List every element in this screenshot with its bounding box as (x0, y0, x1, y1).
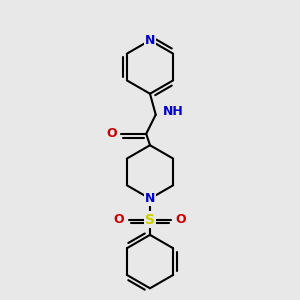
Text: S: S (145, 213, 155, 226)
Text: O: O (176, 213, 186, 226)
Text: O: O (106, 127, 117, 140)
Text: N: N (145, 192, 155, 205)
Text: N: N (145, 34, 155, 47)
Text: O: O (114, 213, 124, 226)
Text: NH: NH (164, 105, 184, 119)
